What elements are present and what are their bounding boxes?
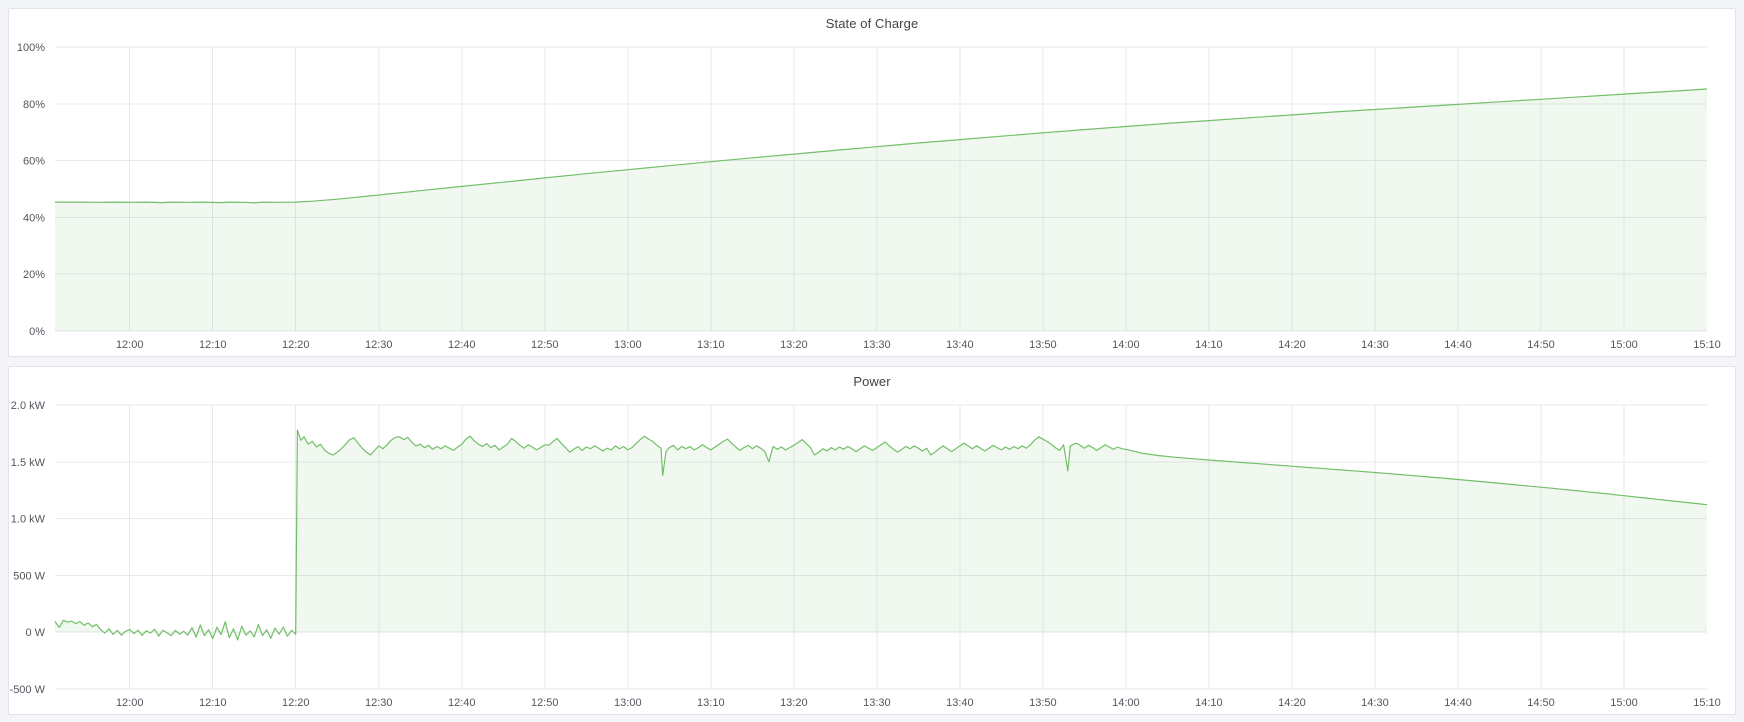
x-axis-tick: 14:20	[1278, 697, 1306, 709]
power-panel-title: Power	[853, 373, 891, 389]
x-axis-tick: 13:50	[1029, 697, 1057, 709]
y-axis-tick: 2.0 kW	[11, 400, 46, 412]
y-axis-tick: 500 W	[13, 570, 45, 582]
x-axis-tick: 14:10	[1195, 697, 1223, 709]
x-axis-tick: 15:10	[1693, 339, 1721, 351]
y-axis-tick: 0 W	[25, 627, 45, 639]
x-axis-tick: 12:30	[365, 339, 393, 351]
grid-lines	[55, 404, 1707, 690]
x-axis-tick: 13:00	[614, 697, 642, 709]
x-axis-tick: 13:20	[780, 339, 808, 351]
series-line	[55, 88, 1708, 204]
x-axis-tick: 13:00	[614, 339, 642, 351]
x-axis-tick: 12:50	[531, 697, 559, 709]
x-axis-tick: 13:10	[697, 339, 725, 351]
x-axis-tick: 15:00	[1610, 697, 1638, 709]
x-axis-tick: 13:10	[697, 697, 725, 709]
axis-labels: 2.0 kW 1.5 kW 1.0 kW 500 W 0 W -500 W 12:00 12:…	[10, 400, 1721, 709]
x-axis-tick: 13:40	[946, 339, 974, 351]
series-line	[54, 429, 1708, 641]
grid-lines	[55, 46, 1707, 332]
x-axis-tick: 12:40	[448, 697, 476, 709]
x-axis-tick: 13:30	[863, 697, 891, 709]
x-axis-tick: 12:00	[116, 339, 144, 351]
soc-panel-header[interactable]: State of Charge	[9, 9, 1735, 37]
x-axis-tick: 12:20	[282, 339, 310, 351]
series-area	[55, 89, 1707, 331]
x-axis-tick: 14:50	[1527, 697, 1555, 709]
x-axis-tick: 12:00	[116, 697, 144, 709]
y-axis-tick: 80%	[23, 99, 45, 111]
axis-labels: 100% 80% 60% 40% 20% 0% 12:00 12:10 12:20 12:30 12…	[17, 42, 1721, 351]
x-axis-tick: 12:50	[531, 339, 559, 351]
power-chart[interactable]: 2.0 kW 1.5 kW 1.0 kW 500 W 0 W -500 W 12:00 12:…	[9, 395, 1735, 713]
chart-canvas[interactable]: 100% 80% 60% 40% 20% 0% 12:00 12:10 12:20 12:30 12…	[9, 37, 1735, 355]
x-axis-tick: 13:40	[946, 697, 974, 709]
y-axis-tick: 1.0 kW	[11, 514, 46, 526]
x-axis-tick: 14:50	[1527, 339, 1555, 351]
x-axis-tick: 14:30	[1361, 339, 1389, 351]
y-axis-tick: 100%	[17, 42, 45, 54]
x-axis-tick: 15:10	[1693, 697, 1721, 709]
x-axis-tick: 13:20	[780, 697, 808, 709]
x-axis-tick: 14:20	[1278, 339, 1306, 351]
x-axis-tick: 13:50	[1029, 339, 1057, 351]
x-axis-tick: 12:20	[282, 697, 310, 709]
x-axis-tick: 12:10	[199, 697, 227, 709]
x-axis-tick: 14:40	[1444, 339, 1472, 351]
y-axis-tick: 0%	[29, 326, 45, 338]
panel-power: Power 2.0 kW 1.5 kW 1.0 kW 500 W 0 W -500 W 12…	[8, 366, 1736, 715]
x-axis-tick: 14:40	[1444, 697, 1472, 709]
series-area	[55, 430, 1707, 640]
x-axis-tick: 12:10	[199, 339, 227, 351]
y-axis-tick: 1.5 kW	[11, 457, 46, 469]
x-axis-tick: 12:30	[365, 697, 393, 709]
x-axis-tick: 14:10	[1195, 339, 1223, 351]
y-axis-tick: 20%	[23, 269, 45, 281]
x-axis-tick: 14:00	[1112, 697, 1140, 709]
x-axis-tick: 13:30	[863, 339, 891, 351]
x-axis-tick: 15:00	[1610, 339, 1638, 351]
y-axis-tick: 40%	[23, 212, 45, 224]
x-axis-tick: 14:30	[1361, 697, 1389, 709]
panel-state-of-charge: State of Charge 100% 80% 60% 40% 20% 0% 12:00 1…	[8, 8, 1736, 357]
y-axis-tick: 60%	[23, 156, 45, 168]
x-axis-tick: 12:40	[448, 339, 476, 351]
chart-canvas[interactable]: 2.0 kW 1.5 kW 1.0 kW 500 W 0 W -500 W 12:00 12:…	[9, 395, 1735, 713]
power-panel-header[interactable]: Power	[9, 367, 1735, 395]
soc-chart[interactable]: 100% 80% 60% 40% 20% 0% 12:00 12:10 12:20 12:30 12…	[9, 37, 1735, 355]
soc-panel-title: State of Charge	[825, 15, 919, 31]
x-axis-tick: 14:00	[1112, 339, 1140, 351]
y-axis-tick: -500 W	[10, 684, 46, 696]
